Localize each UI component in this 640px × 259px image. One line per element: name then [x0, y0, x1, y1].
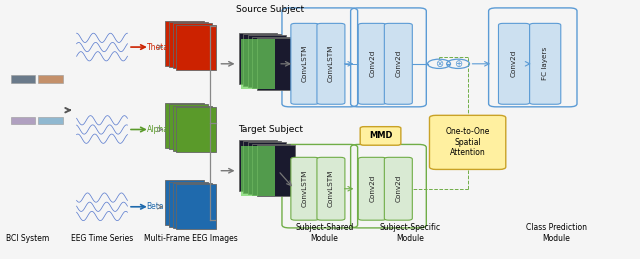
Text: Source Subject: Source Subject: [236, 5, 305, 14]
Text: Conv2d: Conv2d: [369, 50, 375, 77]
Bar: [241, 146, 275, 196]
Text: Theta: Theta: [147, 42, 168, 52]
FancyBboxPatch shape: [360, 127, 401, 145]
Bar: [239, 140, 277, 191]
Bar: [165, 21, 204, 66]
FancyBboxPatch shape: [291, 23, 319, 104]
Bar: [173, 183, 212, 228]
Bar: [38, 117, 63, 124]
FancyBboxPatch shape: [385, 157, 412, 220]
FancyBboxPatch shape: [291, 157, 319, 220]
Text: Conv2d: Conv2d: [396, 50, 401, 77]
Text: Subject-Shared
Module: Subject-Shared Module: [296, 224, 354, 243]
Bar: [169, 22, 208, 67]
Bar: [11, 75, 35, 83]
Bar: [241, 39, 275, 89]
Text: MMD: MMD: [369, 131, 392, 140]
Text: ConvLSTM: ConvLSTM: [328, 45, 334, 83]
Text: Conv2d: Conv2d: [511, 50, 517, 77]
FancyBboxPatch shape: [499, 23, 530, 104]
Bar: [243, 141, 282, 193]
Text: EEG Time Series: EEG Time Series: [71, 234, 133, 243]
Bar: [241, 39, 275, 89]
FancyBboxPatch shape: [530, 23, 561, 104]
Bar: [169, 182, 208, 227]
Bar: [241, 146, 275, 196]
Bar: [257, 145, 294, 197]
Text: FC layers: FC layers: [542, 47, 548, 81]
Text: Beta: Beta: [147, 202, 164, 211]
Bar: [177, 25, 216, 70]
Bar: [173, 106, 212, 151]
Text: ⊕: ⊕: [454, 59, 462, 69]
Text: Conv2d: Conv2d: [396, 175, 401, 203]
Text: BCI System: BCI System: [6, 234, 49, 243]
FancyBboxPatch shape: [358, 23, 387, 104]
Text: Class Prediction
Module: Class Prediction Module: [526, 224, 587, 243]
Bar: [248, 142, 286, 194]
Text: ConvLSTM: ConvLSTM: [302, 170, 308, 207]
Bar: [173, 23, 212, 68]
FancyBboxPatch shape: [385, 23, 412, 104]
Bar: [241, 39, 275, 89]
Text: Alpha: Alpha: [147, 125, 168, 134]
FancyBboxPatch shape: [317, 157, 345, 220]
FancyBboxPatch shape: [429, 115, 506, 169]
Bar: [257, 38, 294, 90]
Bar: [11, 117, 35, 124]
Text: Target Subject: Target Subject: [238, 125, 303, 134]
Text: Conv2d: Conv2d: [369, 175, 375, 203]
Bar: [252, 37, 290, 88]
Bar: [177, 184, 216, 229]
Text: One-to-One
Spatial
Attention: One-to-One Spatial Attention: [445, 127, 490, 157]
Bar: [241, 146, 275, 196]
Bar: [165, 180, 204, 226]
Bar: [239, 33, 277, 84]
FancyBboxPatch shape: [317, 23, 345, 104]
Text: Subject-Specific
Module: Subject-Specific Module: [380, 224, 441, 243]
FancyBboxPatch shape: [358, 157, 387, 220]
Text: ⊗: ⊗: [435, 59, 443, 69]
Bar: [241, 146, 275, 196]
Bar: [177, 107, 216, 152]
Text: ConvLSTM: ConvLSTM: [328, 170, 334, 207]
Bar: [38, 75, 63, 83]
Bar: [252, 144, 290, 195]
Bar: [243, 34, 282, 86]
Bar: [241, 39, 275, 89]
Text: ConvLSTM: ConvLSTM: [302, 45, 308, 83]
Bar: [248, 35, 286, 87]
Bar: [169, 104, 208, 149]
Bar: [165, 103, 204, 148]
Text: Multi-Frame EEG Images: Multi-Frame EEG Images: [144, 234, 238, 243]
